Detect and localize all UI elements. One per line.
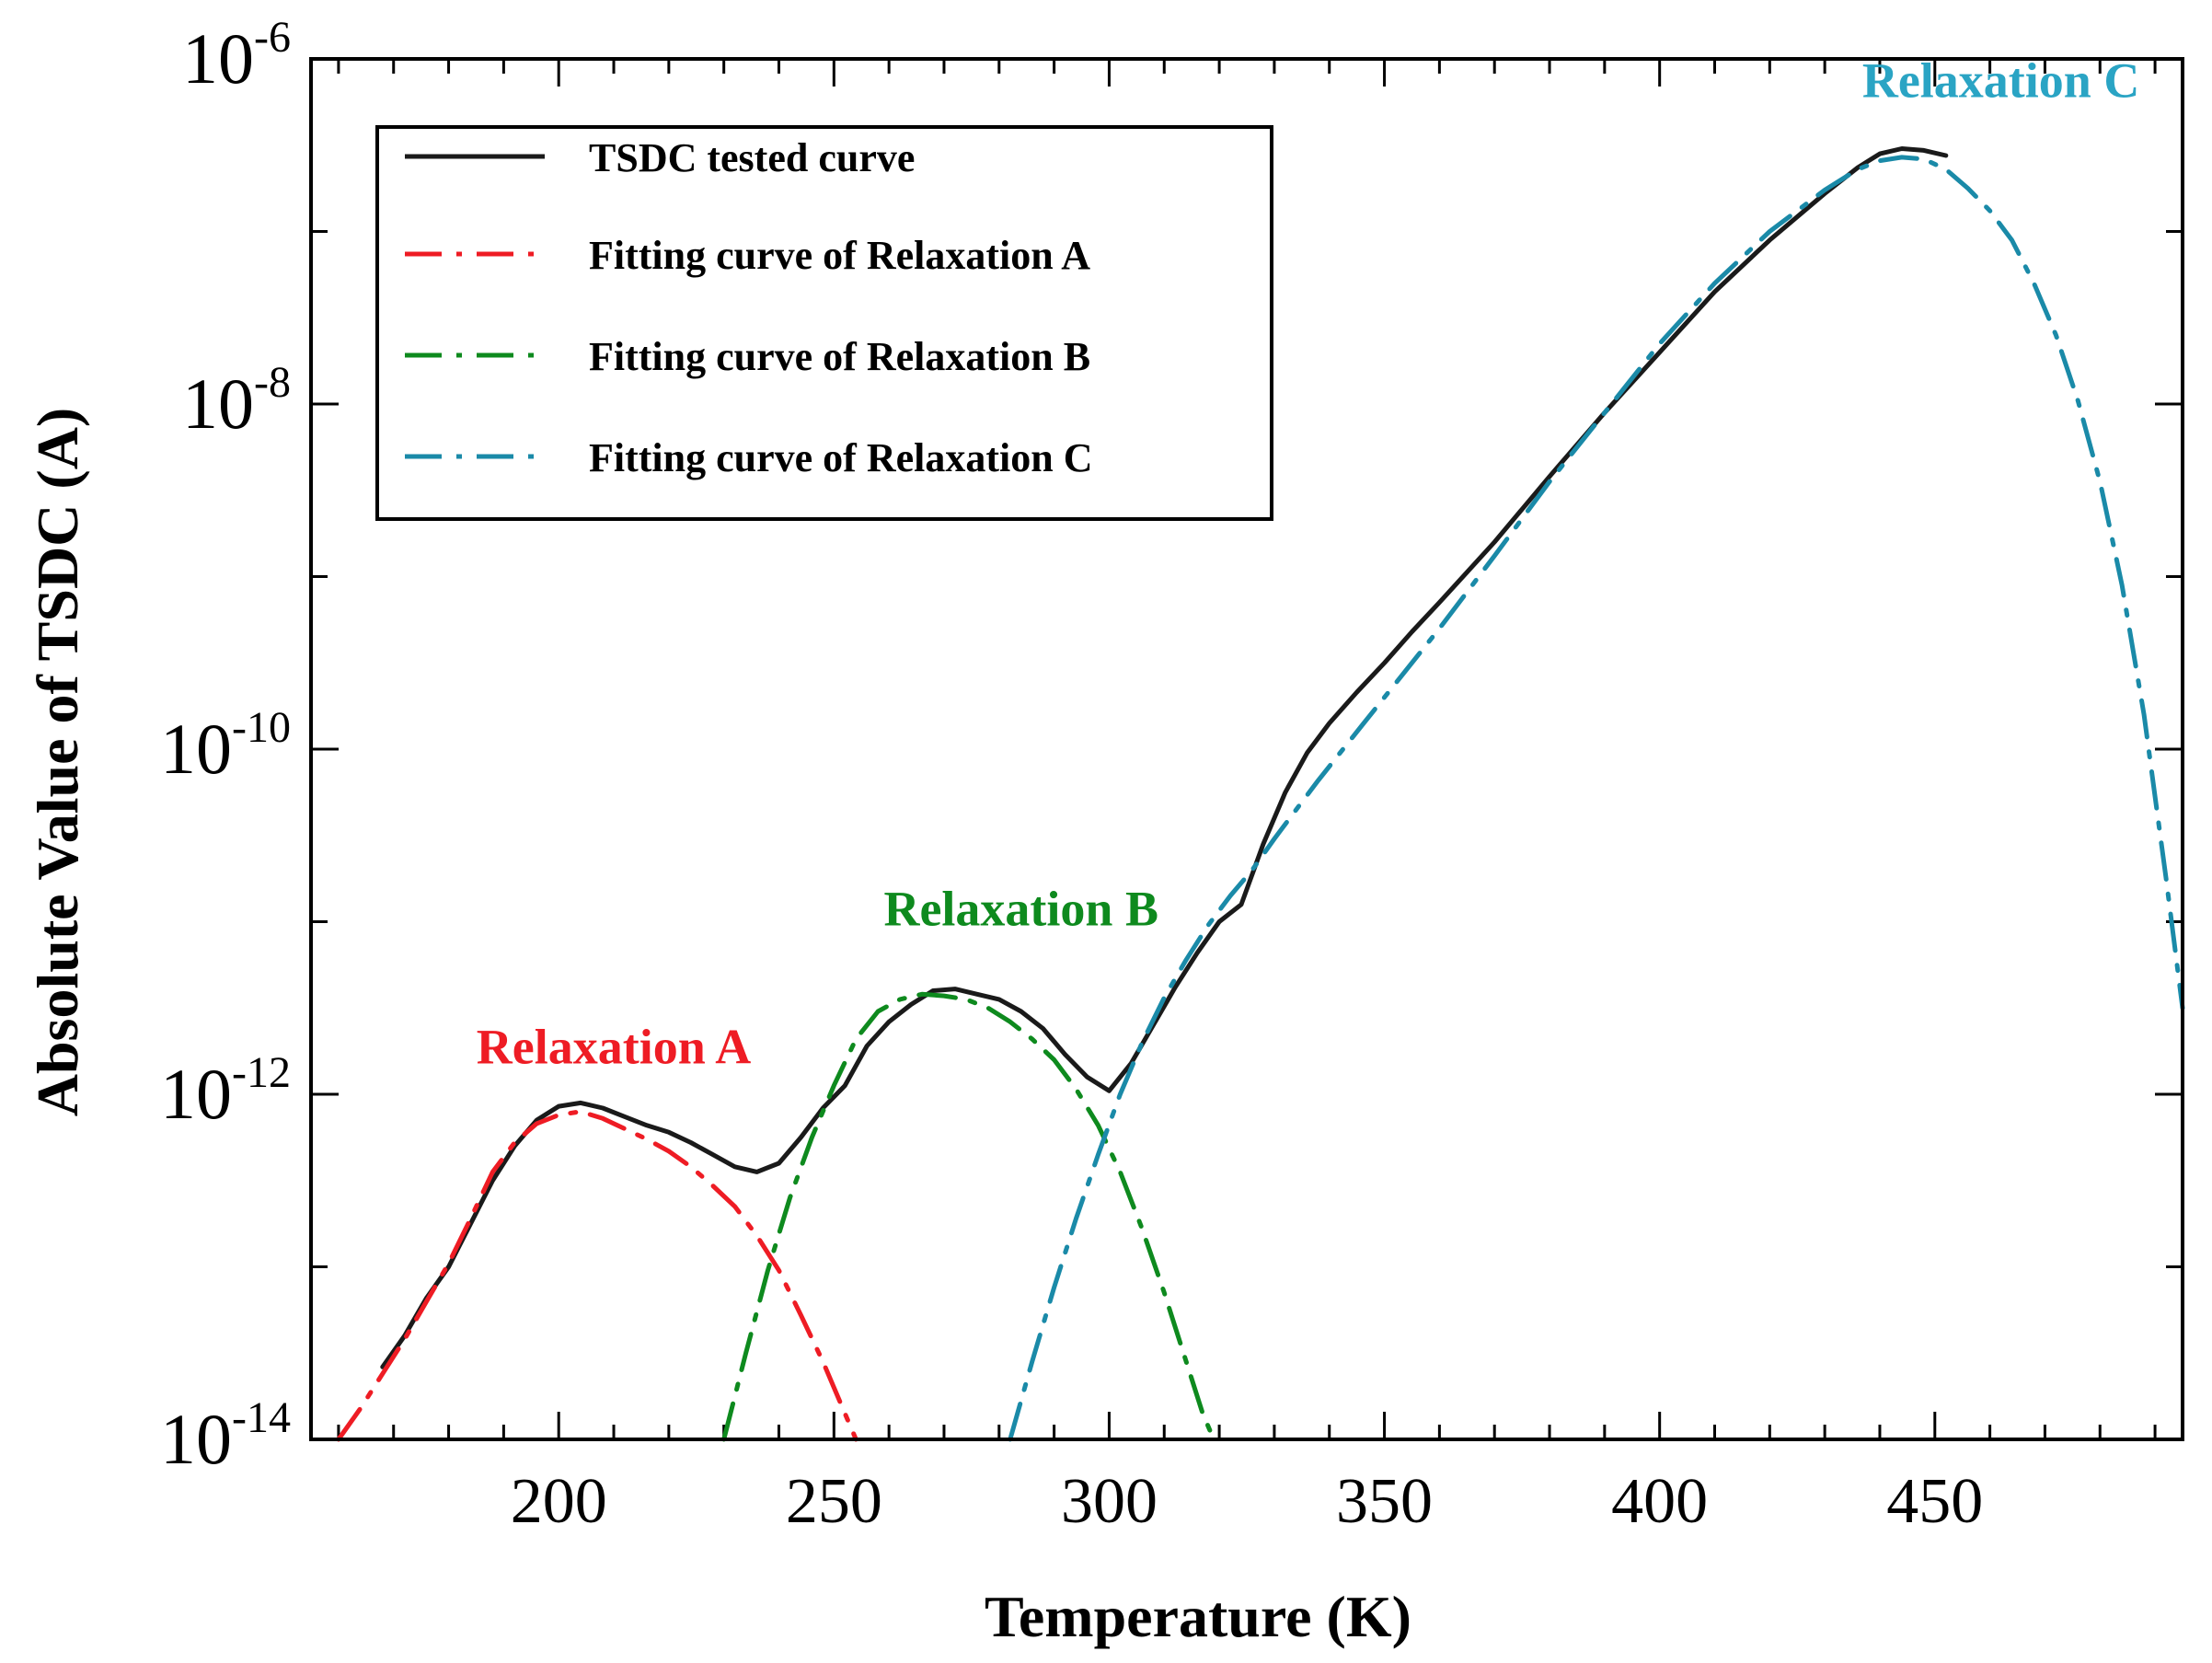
- plot-frame: [309, 57, 2184, 1441]
- legend-label: Fitting curve of Relaxation A: [589, 233, 1090, 278]
- y-tick-base: 10: [160, 1399, 232, 1479]
- series-line-3: [1008, 155, 2185, 1442]
- legend-box: [375, 125, 1273, 521]
- y-tick-label: 10-10: [160, 703, 291, 789]
- y-tick-label: 10-14: [160, 1393, 291, 1479]
- legend-label: Fitting curve of Relaxation B: [589, 334, 1090, 379]
- x-tick-label: 350: [1336, 1466, 1433, 1537]
- y-tick-exponent: -6: [254, 13, 291, 62]
- axis-ticks: [311, 57, 2183, 1441]
- y-tick-base: 10: [182, 364, 254, 444]
- x-axis-label: Temperature (K): [985, 1584, 1411, 1649]
- y-tick-base: 10: [160, 1054, 232, 1134]
- x-tick-label: 450: [1886, 1466, 1983, 1537]
- y-tick-exponent: -12: [232, 1048, 291, 1097]
- y-tick-base: 10: [182, 18, 254, 98]
- y-tick-label: 10-6: [182, 13, 291, 98]
- annotations: Relaxation A Relaxation B Relaxation C: [477, 52, 2140, 1074]
- legend-label: TSDC tested curve: [589, 135, 915, 180]
- series-layer: [336, 146, 2185, 1442]
- y-tick-base: 10: [160, 709, 232, 789]
- y-tick-label: 10-12: [160, 1048, 291, 1134]
- y-axis-label: Absolute Value of TSDC (A): [25, 408, 90, 1117]
- x-tick-label: 400: [1611, 1466, 1708, 1537]
- annotation-label: Relaxation B: [883, 881, 1158, 936]
- tick-labels: 200 250 300 350 400 45010-1410-1210-1010-810-…: [160, 13, 1983, 1537]
- y-tick-exponent: -10: [232, 703, 291, 752]
- x-tick-label: 300: [1061, 1466, 1158, 1537]
- legend: TSDC tested curve Fitting curve of Relaxa…: [375, 125, 1273, 521]
- annotation-label: Relaxation C: [1862, 52, 2139, 108]
- series-line-0: [380, 146, 1949, 1369]
- legend-label: Fitting curve of Relaxation C: [589, 435, 1092, 480]
- series-line-2: [721, 991, 1216, 1442]
- y-tick-exponent: -14: [232, 1393, 291, 1442]
- series-line-1: [336, 1109, 858, 1442]
- x-tick-label: 250: [786, 1466, 882, 1537]
- annotation-label: Relaxation A: [477, 1019, 752, 1074]
- y-tick-label: 10-8: [182, 358, 291, 444]
- y-tick-exponent: -8: [254, 358, 291, 407]
- x-tick-label: 200: [511, 1466, 607, 1537]
